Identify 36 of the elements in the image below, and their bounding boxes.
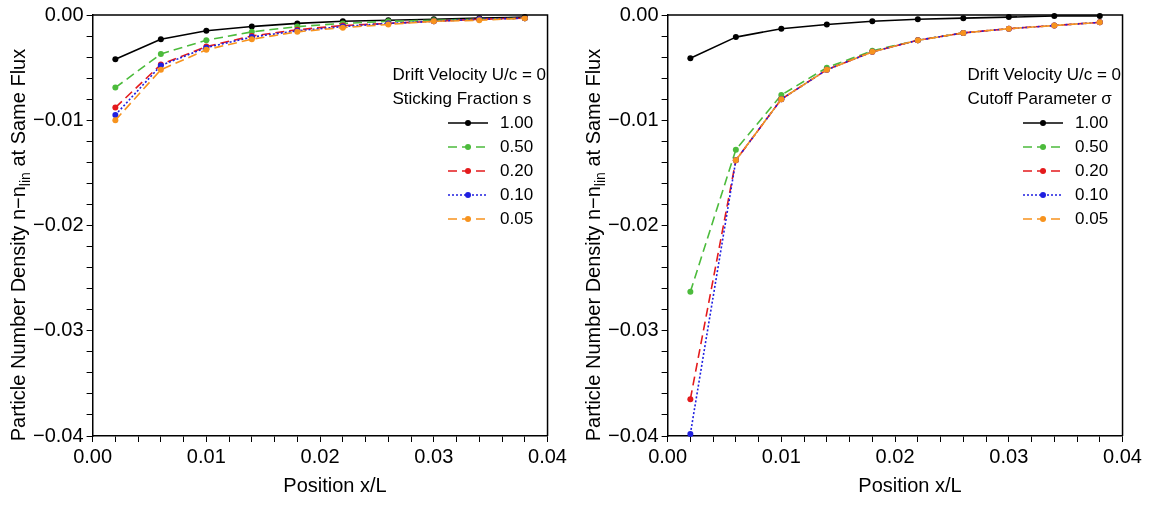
- legend-label: 0.10: [1075, 184, 1110, 206]
- y-tick-label: −0.04: [33, 423, 84, 446]
- legend-label: 0.20: [500, 160, 535, 182]
- legend-label: 0.20: [1075, 160, 1110, 182]
- legend-title: Cutoff Parameter σ: [967, 88, 1113, 110]
- y-tick-label: −0.03: [608, 318, 659, 341]
- legend-label: 0.50: [1075, 136, 1110, 158]
- legend-label: 0.05: [500, 208, 535, 230]
- y-tick-label: 0.00: [44, 2, 84, 25]
- x-tick-label: 0.03: [414, 444, 454, 467]
- x-tick-label: 0.04: [528, 444, 568, 467]
- x-tick-label: 0.01: [761, 444, 801, 467]
- legend-label: 1.00: [500, 112, 535, 134]
- x-tick-label: 0.00: [73, 444, 113, 467]
- x-tick-label: 0.02: [300, 444, 340, 467]
- x-tick-label: 0.00: [648, 444, 688, 467]
- legend-label: 1.00: [1075, 112, 1110, 134]
- y-tick-label: 0.00: [619, 2, 659, 25]
- legend-label: 0.50: [500, 136, 535, 158]
- x-tick-label: 0.02: [875, 444, 915, 467]
- x-axis-title: Position x/L: [282, 474, 388, 497]
- x-tick-label: 0.01: [186, 444, 226, 467]
- legend-label: 0.10: [500, 184, 535, 206]
- y-tick-label: −0.04: [608, 423, 659, 446]
- annotation: Drift Velocity U/c = 0: [392, 64, 546, 86]
- y-tick-label: −0.02: [608, 213, 659, 236]
- x-axis-title: Position x/L: [857, 474, 963, 497]
- annotation: Drift Velocity U/c = 0: [967, 64, 1121, 86]
- x-tick-label: 0.03: [989, 444, 1029, 467]
- legend-title: Sticking Fraction s: [392, 88, 533, 110]
- legend-label: 0.05: [1075, 208, 1110, 230]
- x-tick-label: 0.04: [1103, 444, 1143, 467]
- y-tick-label: −0.01: [608, 107, 659, 130]
- y-tick-label: −0.01: [33, 107, 84, 130]
- y-tick-label: −0.02: [33, 213, 84, 236]
- y-tick-label: −0.03: [33, 318, 84, 341]
